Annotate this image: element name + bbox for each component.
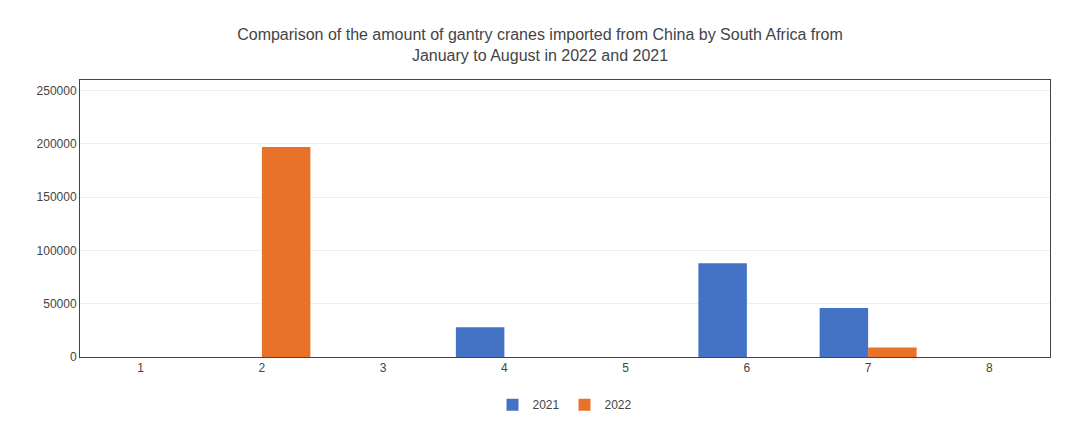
svg-text:200000: 200000 bbox=[37, 137, 77, 151]
svg-text:2: 2 bbox=[259, 361, 266, 375]
svg-text:7: 7 bbox=[865, 361, 872, 375]
svg-text:100000: 100000 bbox=[37, 244, 77, 258]
svg-text:50000: 50000 bbox=[43, 297, 77, 311]
svg-text:250000: 250000 bbox=[37, 84, 77, 98]
svg-text:5: 5 bbox=[622, 361, 629, 375]
svg-text:2021: 2021 bbox=[533, 398, 560, 412]
svg-text:2022: 2022 bbox=[605, 398, 632, 412]
svg-text:4: 4 bbox=[501, 361, 508, 375]
svg-text:150000: 150000 bbox=[37, 190, 77, 204]
svg-text:3: 3 bbox=[380, 361, 387, 375]
svg-text:0: 0 bbox=[70, 350, 77, 364]
svg-text:Comparison of the amount of ga: Comparison of the amount of gantry crane… bbox=[237, 26, 843, 64]
svg-text:6: 6 bbox=[744, 361, 751, 375]
svg-text:8: 8 bbox=[986, 361, 993, 375]
svg-text:1: 1 bbox=[137, 361, 144, 375]
